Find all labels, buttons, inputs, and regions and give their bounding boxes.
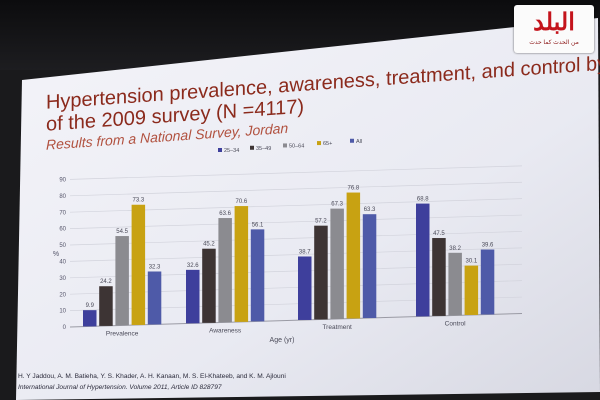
data-label: 63.3 [364, 207, 376, 213]
legend-swatch [350, 138, 354, 143]
gridline [69, 280, 523, 295]
bar-chart: 0 10 20 30 40 50 60 70 80 90% 9.9 24.2 54.5 73.3 32.3 P… [53, 138, 523, 344]
y-tick-label: 90 [59, 178, 66, 184]
bar [448, 252, 462, 316]
bar [432, 238, 446, 316]
legend-label: 65+ [323, 141, 332, 147]
data-label: 63.6 [219, 211, 231, 217]
bar [250, 229, 265, 322]
news-logo: البلد من الحدث كما حدث [514, 5, 594, 53]
legend-swatch [283, 143, 287, 148]
bar [147, 271, 162, 325]
bar [346, 192, 361, 319]
y-tick-label: 30 [59, 276, 66, 282]
y-tick-label: 60 [59, 227, 66, 233]
bar [202, 248, 216, 323]
y-tick-label: 10 [59, 309, 66, 315]
data-label: 24.2 [100, 279, 112, 285]
data-label: 38.7 [299, 249, 311, 255]
bar [480, 249, 495, 315]
gridline [69, 198, 523, 213]
y-axis-label: % [53, 251, 59, 258]
category-label: Treatment [322, 324, 352, 331]
data-label: 47.5 [433, 231, 445, 237]
legend-label: 35–49 [256, 146, 271, 152]
bar [131, 204, 146, 325]
data-label: 57.2 [315, 219, 327, 225]
logo-tagline: من الحدث كما حدث [529, 40, 579, 46]
category-label: Prevalence [106, 330, 139, 337]
legend-label: 50–64 [289, 143, 304, 149]
data-label: 9.9 [86, 303, 95, 309]
bar [186, 269, 200, 324]
y-tick-label: 70 [59, 210, 66, 216]
data-label: 32.6 [187, 263, 199, 269]
gridline [69, 263, 523, 279]
bar [234, 206, 249, 322]
bar [464, 265, 479, 315]
gridline [69, 231, 523, 246]
citation-authors: H. Y Jaddou, A. M. Batieha, Y. S. Khader… [18, 373, 286, 380]
bar [99, 286, 113, 326]
data-label: 45.2 [203, 242, 215, 248]
data-label: 56.1 [252, 222, 264, 228]
data-label: 73.3 [133, 198, 145, 204]
gridline [69, 181, 523, 197]
legend-swatch [250, 145, 254, 150]
bar [298, 256, 312, 320]
bar [115, 236, 129, 326]
data-label: 54.5 [116, 229, 128, 235]
legend-swatch [218, 148, 222, 152]
y-tick-label: 80 [59, 194, 66, 200]
category-label: Control [445, 320, 467, 327]
bar [330, 208, 344, 319]
data-label: 70.6 [236, 199, 248, 205]
bar [83, 310, 97, 327]
bar [218, 218, 232, 323]
gridline [69, 214, 523, 229]
gridline [69, 247, 523, 262]
legend-swatch [317, 141, 321, 146]
gridline [69, 312, 523, 328]
y-tick-label: 0 [63, 325, 67, 331]
data-label: 67.3 [331, 202, 343, 208]
x-axis-label: Age (yr) [270, 337, 295, 344]
y-tick-label: 40 [59, 260, 66, 266]
data-label: 76.8 [348, 186, 360, 192]
data-label: 68.8 [417, 197, 429, 203]
data-label: 39.6 [482, 243, 494, 249]
data-label: 30.1 [466, 259, 478, 265]
y-tick-label: 50 [59, 243, 66, 249]
legend-label: 25–34 [224, 148, 239, 154]
bar [416, 203, 430, 317]
legend-label: All [356, 139, 362, 145]
gridline [69, 165, 523, 180]
logo-text: البلد [533, 7, 575, 36]
bar [314, 225, 328, 320]
data-label: 32.3 [149, 264, 161, 270]
category-label: Awareness [209, 327, 242, 334]
y-tick-label: 20 [59, 292, 66, 298]
gridline [69, 296, 523, 311]
bar [362, 214, 377, 319]
data-label: 38.2 [449, 246, 461, 252]
citation-journal: International Journal of Hypertension. V… [18, 384, 222, 391]
